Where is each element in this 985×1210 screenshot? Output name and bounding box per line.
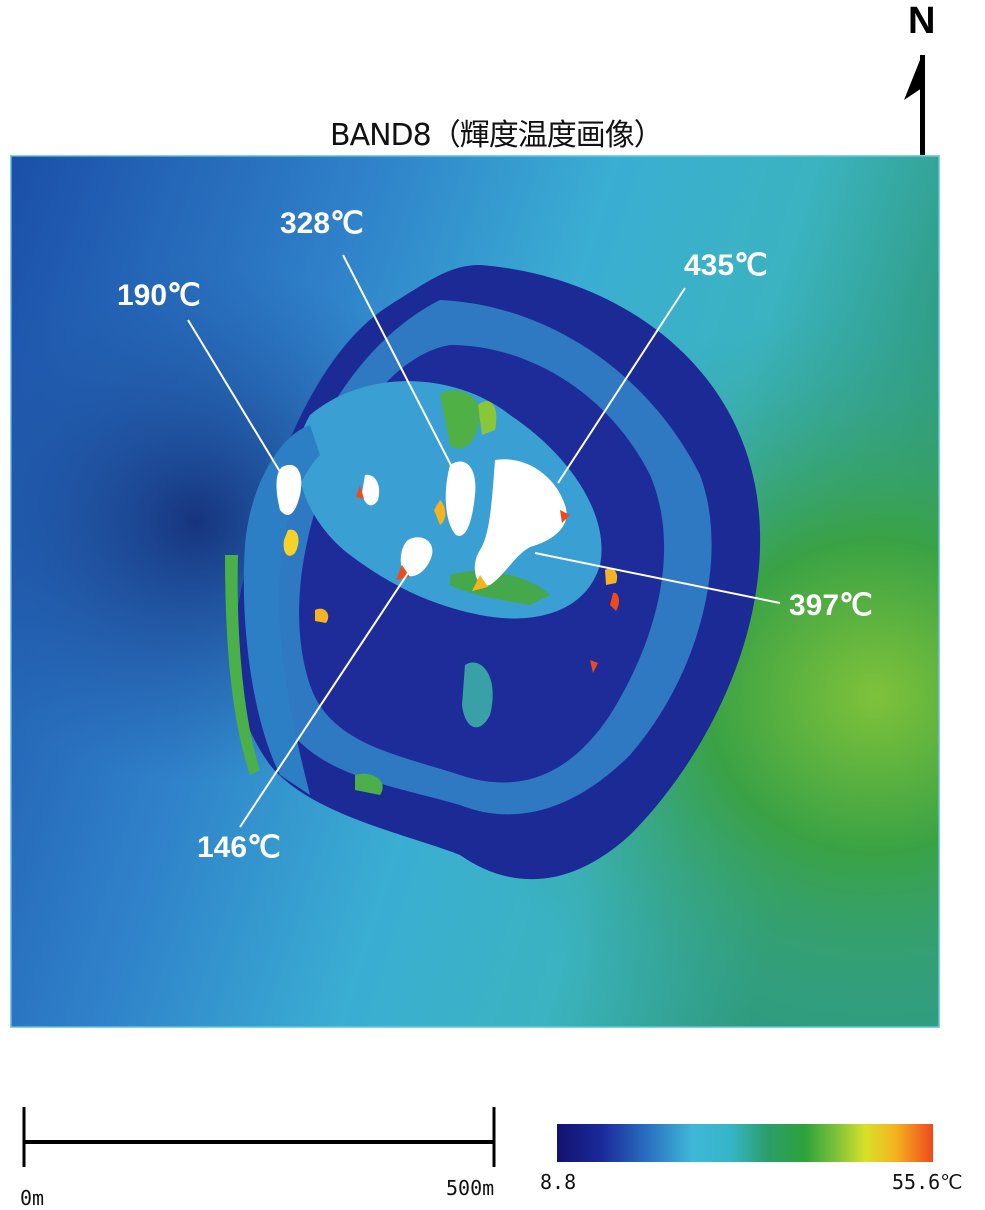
map-title: BAND8（輝度温度画像） xyxy=(330,118,664,153)
color-legend-max: 55.6℃ xyxy=(892,1170,963,1194)
color-legend-bar xyxy=(557,1124,933,1162)
north-arrow: N xyxy=(900,0,950,160)
leader-lines xyxy=(187,254,781,828)
temp-label-435: 435℃ xyxy=(684,249,768,282)
scale-bar xyxy=(22,1107,496,1167)
color-legend-min: 8.8 xyxy=(540,1170,577,1194)
temp-label-146: 146℃ xyxy=(197,831,281,864)
temp-label-328: 328℃ xyxy=(280,207,364,240)
temp-label-397: 397℃ xyxy=(789,589,873,622)
temp-label-190: 190℃ xyxy=(117,279,201,312)
thermal-image: 190℃ 328℃ 435℃ 397℃ 146℃ xyxy=(10,155,940,1028)
north-label: N xyxy=(908,0,936,42)
scale-start-label: 0m xyxy=(20,1186,45,1210)
north-arrow-icon xyxy=(904,55,925,155)
scale-end-label: 500m xyxy=(446,1176,495,1200)
